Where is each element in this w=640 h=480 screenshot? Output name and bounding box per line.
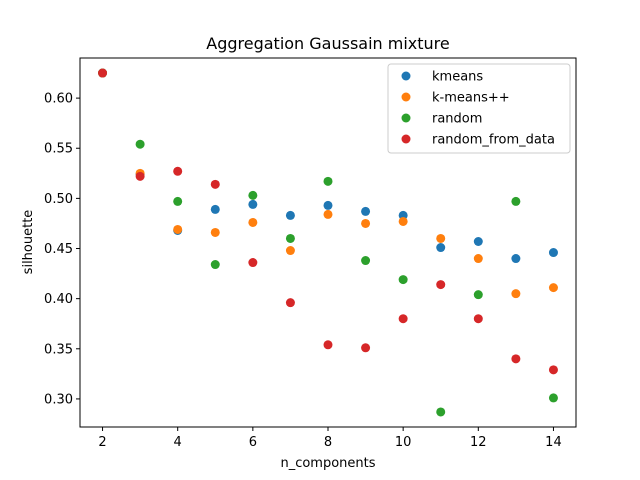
y-tick-label: 0.35 — [44, 342, 73, 357]
data-point — [210, 204, 220, 214]
x-tick-label: 12 — [470, 435, 487, 450]
legend-label: k-means++ — [432, 91, 510, 106]
data-point — [511, 196, 521, 206]
data-point — [323, 176, 333, 186]
legend-label: random_from_data — [432, 133, 555, 148]
x-tick-label: 4 — [174, 435, 182, 450]
data-point — [173, 196, 183, 206]
legend-marker — [401, 71, 411, 81]
data-point — [473, 254, 483, 264]
data-point — [473, 290, 483, 300]
y-tick-label: 0.45 — [44, 242, 73, 257]
data-point — [210, 260, 220, 270]
y-tick-label: 0.40 — [44, 292, 73, 307]
data-point — [473, 314, 483, 324]
data-point — [285, 210, 295, 220]
data-point — [323, 200, 333, 210]
data-point — [285, 233, 295, 243]
data-point — [135, 139, 145, 149]
data-point — [361, 256, 371, 266]
legend-box — [387, 63, 571, 154]
legend-label: random — [432, 112, 482, 127]
data-point — [210, 179, 220, 189]
data-point — [248, 217, 258, 227]
data-point — [361, 206, 371, 216]
data-point — [548, 248, 558, 258]
data-point — [511, 354, 521, 364]
data-point — [248, 190, 258, 200]
data-point — [210, 227, 220, 237]
legend-marker — [401, 92, 411, 102]
data-point — [398, 275, 408, 285]
data-point — [436, 233, 446, 243]
series-random_from_data-points — [98, 68, 558, 375]
data-point — [511, 254, 521, 264]
y-tick-label: 0.55 — [44, 142, 73, 157]
legend-label: kmeans — [432, 70, 483, 85]
y-tick-label: 0.50 — [44, 192, 73, 207]
x-tick-label: 8 — [324, 435, 332, 450]
data-point — [436, 407, 446, 417]
legend: kmeans k-means++ random random_from_data — [387, 63, 571, 154]
data-point — [511, 289, 521, 299]
data-point — [285, 298, 295, 308]
data-point — [248, 258, 258, 268]
data-point — [473, 236, 483, 246]
y-axis-title: silhouette — [21, 210, 36, 275]
data-point — [398, 314, 408, 324]
legend-marker — [401, 113, 411, 123]
x-tick-label: 6 — [249, 435, 257, 450]
data-point — [361, 343, 371, 353]
data-point — [548, 283, 558, 293]
data-point — [361, 218, 371, 228]
data-point — [436, 280, 446, 290]
data-point — [98, 68, 108, 78]
x-axis: 2 4 6 8 10 12 14 — [98, 427, 562, 450]
y-axis: 0.30 0.35 0.40 0.45 0.50 0.55 0.60 — [44, 92, 80, 407]
data-point — [548, 393, 558, 403]
data-point — [135, 171, 145, 181]
chart-title: Aggregation Gaussain mixture — [206, 34, 450, 53]
data-point — [436, 243, 446, 253]
x-tick-label: 10 — [395, 435, 412, 450]
data-point — [173, 224, 183, 234]
legend-marker — [401, 134, 411, 144]
data-point — [323, 340, 333, 350]
data-point — [323, 209, 333, 219]
data-point — [248, 199, 258, 209]
data-point — [398, 216, 408, 226]
data-points — [98, 68, 558, 417]
data-point — [173, 166, 183, 176]
x-axis-title: n_components — [280, 456, 375, 471]
x-tick-label: 14 — [545, 435, 562, 450]
y-tick-label: 0.30 — [44, 392, 73, 407]
x-tick-label: 2 — [98, 435, 106, 450]
data-point — [285, 246, 295, 256]
data-point — [548, 365, 558, 375]
y-tick-label: 0.60 — [44, 92, 73, 107]
